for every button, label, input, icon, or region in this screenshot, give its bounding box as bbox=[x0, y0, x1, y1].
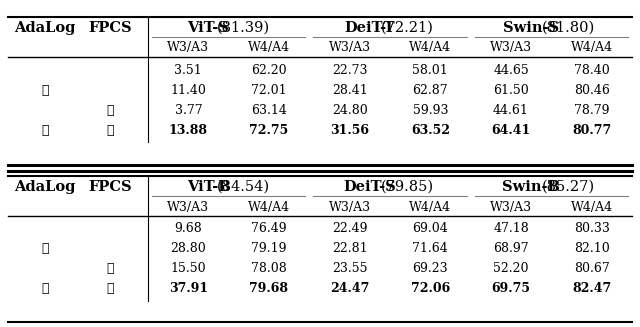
Text: ✓: ✓ bbox=[41, 243, 49, 255]
Text: 22.73: 22.73 bbox=[332, 63, 367, 77]
Text: Swin-S: Swin-S bbox=[503, 21, 559, 35]
Text: ✓: ✓ bbox=[41, 83, 49, 96]
Text: W3/A3: W3/A3 bbox=[167, 200, 209, 214]
Text: W4/A4: W4/A4 bbox=[409, 42, 451, 55]
Text: DeiT-S: DeiT-S bbox=[344, 180, 396, 194]
Text: 61.50: 61.50 bbox=[493, 83, 529, 96]
Text: W3/A3: W3/A3 bbox=[490, 42, 532, 55]
Text: W3/A3: W3/A3 bbox=[167, 42, 209, 55]
Text: 28.41: 28.41 bbox=[332, 83, 367, 96]
Text: W3/A3: W3/A3 bbox=[328, 200, 371, 214]
Text: 78.40: 78.40 bbox=[574, 63, 609, 77]
Text: (72.21): (72.21) bbox=[381, 21, 434, 35]
Text: 63.52: 63.52 bbox=[411, 124, 450, 136]
Text: ViT-B: ViT-B bbox=[187, 180, 230, 194]
Text: ✓: ✓ bbox=[106, 104, 114, 116]
Text: 78.79: 78.79 bbox=[574, 104, 609, 116]
Text: 44.65: 44.65 bbox=[493, 63, 529, 77]
Text: (84.54): (84.54) bbox=[217, 180, 270, 194]
Text: 37.91: 37.91 bbox=[169, 283, 208, 296]
Text: 62.20: 62.20 bbox=[251, 63, 287, 77]
Text: Swin-B: Swin-B bbox=[502, 180, 560, 194]
Text: 78.08: 78.08 bbox=[251, 263, 287, 276]
Text: 79.19: 79.19 bbox=[252, 243, 287, 255]
Text: ✓: ✓ bbox=[41, 283, 49, 296]
Text: 64.41: 64.41 bbox=[492, 124, 531, 136]
Text: 80.33: 80.33 bbox=[573, 222, 610, 235]
Text: 62.87: 62.87 bbox=[413, 83, 448, 96]
Text: 23.55: 23.55 bbox=[332, 263, 367, 276]
Text: 79.68: 79.68 bbox=[250, 283, 289, 296]
Text: 59.93: 59.93 bbox=[413, 104, 448, 116]
Text: W4/A4: W4/A4 bbox=[571, 42, 612, 55]
Text: 24.80: 24.80 bbox=[332, 104, 367, 116]
Text: 71.64: 71.64 bbox=[412, 243, 448, 255]
Text: 24.47: 24.47 bbox=[330, 283, 369, 296]
Text: FPCS: FPCS bbox=[88, 21, 132, 35]
Text: 72.06: 72.06 bbox=[411, 283, 450, 296]
Text: 80.46: 80.46 bbox=[573, 83, 610, 96]
Text: ✓: ✓ bbox=[106, 124, 114, 136]
Text: ✓: ✓ bbox=[41, 124, 49, 136]
Text: 13.88: 13.88 bbox=[169, 124, 208, 136]
Text: ViT-S: ViT-S bbox=[188, 21, 229, 35]
Text: 22.49: 22.49 bbox=[332, 222, 367, 235]
Text: 47.18: 47.18 bbox=[493, 222, 529, 235]
Text: (81.39): (81.39) bbox=[217, 21, 270, 35]
Text: 11.40: 11.40 bbox=[170, 83, 206, 96]
Text: 80.77: 80.77 bbox=[572, 124, 611, 136]
Text: 80.67: 80.67 bbox=[574, 263, 609, 276]
Text: W4/A4: W4/A4 bbox=[571, 200, 612, 214]
Text: DeiT-T: DeiT-T bbox=[344, 21, 395, 35]
Text: 69.04: 69.04 bbox=[412, 222, 448, 235]
Text: W3/A3: W3/A3 bbox=[490, 200, 532, 214]
Text: AdaLog: AdaLog bbox=[14, 180, 76, 194]
Text: 15.50: 15.50 bbox=[170, 263, 206, 276]
Text: AdaLog: AdaLog bbox=[14, 21, 76, 35]
Text: 22.81: 22.81 bbox=[332, 243, 367, 255]
Text: 82.10: 82.10 bbox=[574, 243, 609, 255]
Text: 82.47: 82.47 bbox=[572, 283, 611, 296]
Text: (81.80): (81.80) bbox=[542, 21, 595, 35]
Text: FPCS: FPCS bbox=[88, 180, 132, 194]
Text: 31.56: 31.56 bbox=[330, 124, 369, 136]
Text: 68.97: 68.97 bbox=[493, 243, 529, 255]
Text: 52.20: 52.20 bbox=[493, 263, 529, 276]
Text: 69.23: 69.23 bbox=[413, 263, 448, 276]
Text: W4/A4: W4/A4 bbox=[248, 200, 290, 214]
Text: W4/A4: W4/A4 bbox=[248, 42, 290, 55]
Text: 72.01: 72.01 bbox=[251, 83, 287, 96]
Text: ✓: ✓ bbox=[106, 263, 114, 276]
Text: (85.27): (85.27) bbox=[542, 180, 595, 194]
Text: 69.75: 69.75 bbox=[492, 283, 531, 296]
Text: 9.68: 9.68 bbox=[175, 222, 202, 235]
Text: (79.85): (79.85) bbox=[381, 180, 434, 194]
Text: 44.61: 44.61 bbox=[493, 104, 529, 116]
Text: W4/A4: W4/A4 bbox=[409, 200, 451, 214]
Text: W3/A3: W3/A3 bbox=[328, 42, 371, 55]
Text: 28.80: 28.80 bbox=[170, 243, 206, 255]
Text: ✓: ✓ bbox=[106, 283, 114, 296]
Text: 63.14: 63.14 bbox=[251, 104, 287, 116]
Text: 3.77: 3.77 bbox=[175, 104, 202, 116]
Text: 72.75: 72.75 bbox=[250, 124, 289, 136]
Text: 76.49: 76.49 bbox=[251, 222, 287, 235]
Text: 3.51: 3.51 bbox=[175, 63, 202, 77]
Text: 58.01: 58.01 bbox=[412, 63, 448, 77]
